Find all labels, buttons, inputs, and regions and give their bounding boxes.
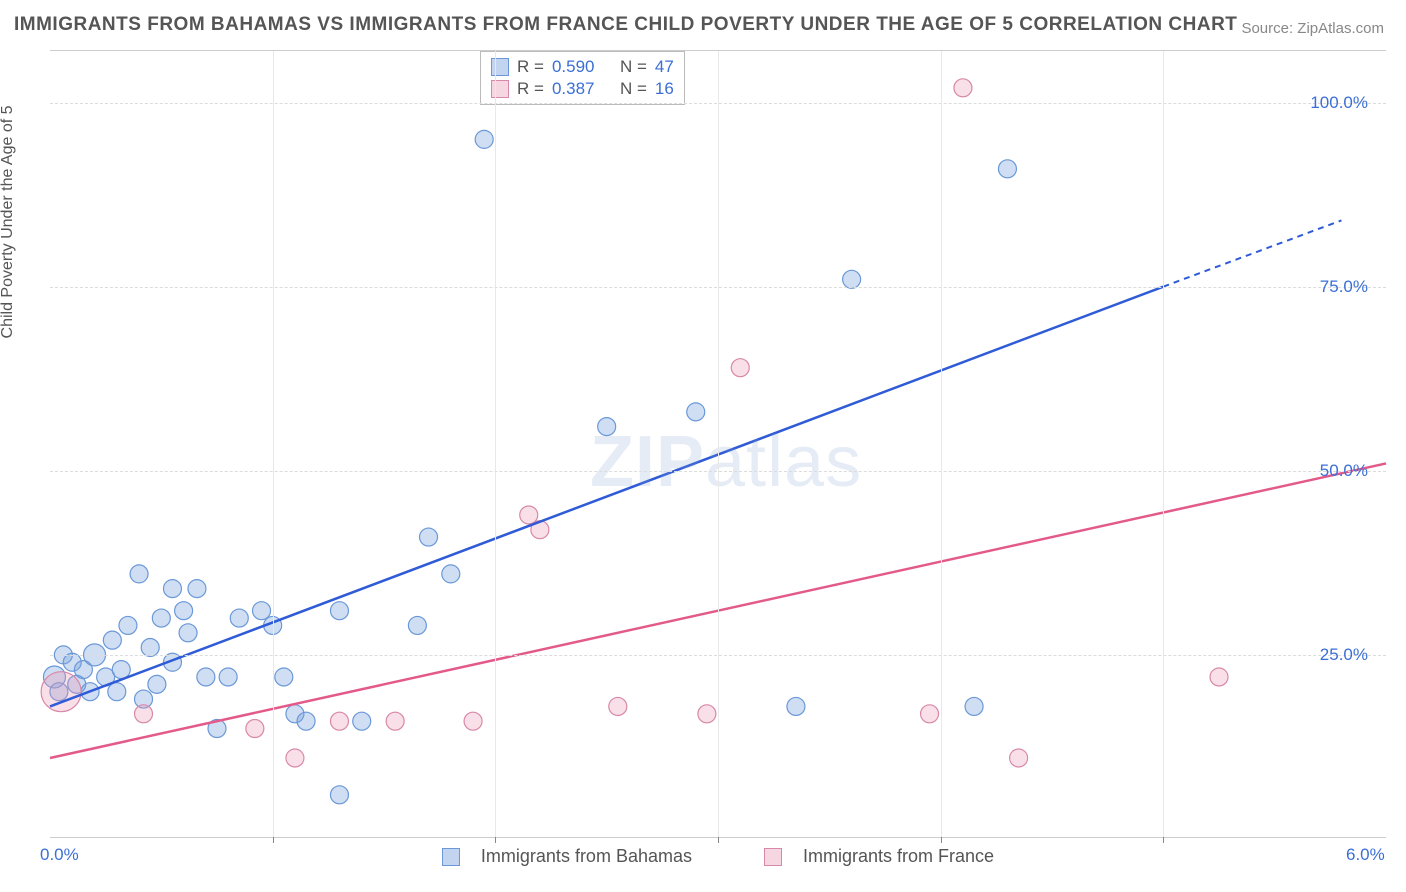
- data-point: [130, 565, 148, 583]
- data-point: [954, 79, 972, 97]
- swatch-blue-icon: [442, 848, 460, 866]
- data-point: [386, 712, 404, 730]
- data-point: [230, 609, 248, 627]
- swatch-blue-icon: [491, 58, 509, 76]
- plot-area: ZIPatlas R = 0.590 N = 47 R = 0.387 N = …: [50, 50, 1386, 838]
- data-point: [286, 749, 304, 767]
- y-tick-label: 75.0%: [1320, 277, 1368, 297]
- data-point: [219, 668, 237, 686]
- data-point: [103, 631, 121, 649]
- x-tick: [495, 837, 496, 843]
- data-point: [420, 528, 438, 546]
- legend-row-france: R = 0.387 N = 16: [491, 78, 674, 100]
- data-point: [965, 697, 983, 715]
- data-point: [175, 602, 193, 620]
- series-legend: Immigrants from Bahamas Immigrants from …: [50, 845, 1386, 867]
- regression-line: [50, 287, 1163, 707]
- data-point: [698, 705, 716, 723]
- x-tick-label: 0.0%: [40, 845, 79, 865]
- data-point: [609, 697, 627, 715]
- data-point: [297, 712, 315, 730]
- r-value-bahamas: 0.590: [552, 56, 595, 78]
- x-tick: [718, 837, 719, 843]
- chart-source: Source: ZipAtlas.com: [1241, 20, 1384, 37]
- data-point: [843, 270, 861, 288]
- x-tick: [1163, 837, 1164, 843]
- data-point: [119, 616, 137, 634]
- data-point: [275, 668, 293, 686]
- n-label: N =: [620, 78, 647, 100]
- data-point: [687, 403, 705, 421]
- data-point: [108, 683, 126, 701]
- x-tick: [273, 837, 274, 843]
- x-tick-label: 6.0%: [1346, 845, 1385, 865]
- gridline-v: [941, 51, 942, 837]
- swatch-pink-icon: [764, 848, 782, 866]
- data-point: [148, 675, 166, 693]
- data-point: [921, 705, 939, 723]
- data-point: [353, 712, 371, 730]
- data-point: [41, 672, 81, 712]
- legend-row-bahamas: R = 0.590 N = 47: [491, 56, 674, 78]
- legend-label-bahamas: Immigrants from Bahamas: [481, 846, 692, 866]
- data-point: [464, 712, 482, 730]
- data-point: [179, 624, 197, 642]
- gridline-v: [273, 51, 274, 837]
- data-point: [330, 712, 348, 730]
- r-label: R =: [517, 56, 544, 78]
- data-point: [1210, 668, 1228, 686]
- data-point: [442, 565, 460, 583]
- legend-label-france: Immigrants from France: [803, 846, 994, 866]
- data-point: [787, 697, 805, 715]
- data-point: [1010, 749, 1028, 767]
- r-value-france: 0.387: [552, 78, 595, 100]
- data-point: [731, 359, 749, 377]
- gridline-v: [495, 51, 496, 837]
- correlation-legend: R = 0.590 N = 47 R = 0.387 N = 16: [480, 51, 685, 105]
- data-point: [141, 639, 159, 657]
- n-label: N =: [620, 56, 647, 78]
- data-point: [475, 130, 493, 148]
- data-point: [246, 720, 264, 738]
- swatch-pink-icon: [491, 80, 509, 98]
- data-point: [188, 580, 206, 598]
- chart-title: IMMIGRANTS FROM BAHAMAS VS IMMIGRANTS FR…: [14, 14, 1237, 36]
- y-axis-label: Child Poverty Under the Age of 5: [0, 105, 17, 338]
- x-tick: [941, 837, 942, 843]
- data-point: [598, 418, 616, 436]
- data-point: [197, 668, 215, 686]
- data-point: [998, 160, 1016, 178]
- data-point: [330, 602, 348, 620]
- data-point: [163, 580, 181, 598]
- gridline-v: [718, 51, 719, 837]
- y-tick-label: 25.0%: [1320, 645, 1368, 665]
- data-point: [330, 786, 348, 804]
- n-value-france: 16: [655, 78, 674, 100]
- data-point: [408, 616, 426, 634]
- data-point: [135, 705, 153, 723]
- regression-line-extrapolated: [1163, 220, 1341, 286]
- gridline-v: [1163, 51, 1164, 837]
- data-point: [253, 602, 271, 620]
- r-label: R =: [517, 78, 544, 100]
- data-point: [152, 609, 170, 627]
- y-tick-label: 50.0%: [1320, 461, 1368, 481]
- data-point: [520, 506, 538, 524]
- n-value-bahamas: 47: [655, 56, 674, 78]
- y-tick-label: 100.0%: [1310, 93, 1368, 113]
